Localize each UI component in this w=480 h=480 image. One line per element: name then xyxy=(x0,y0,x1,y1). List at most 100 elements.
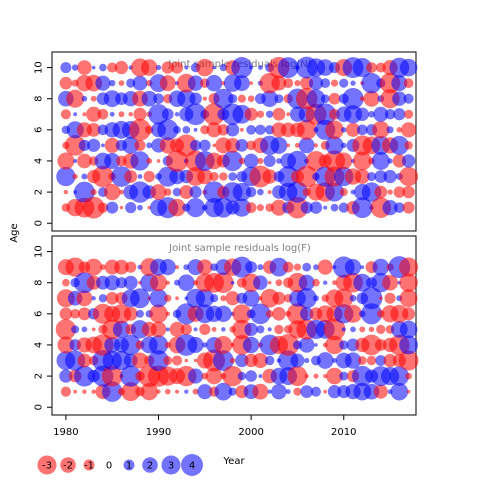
residual-bubble xyxy=(146,157,153,164)
residual-bubble xyxy=(325,136,344,155)
residual-bubble xyxy=(293,387,302,396)
residual-bubble xyxy=(390,304,409,323)
residual-bubble xyxy=(212,65,216,70)
residual-bubble xyxy=(335,152,353,170)
residual-bubble xyxy=(283,78,294,89)
residual-bubble xyxy=(114,60,129,75)
residual-bubble xyxy=(256,325,265,334)
residual-bubble xyxy=(230,280,235,285)
residual-bubble xyxy=(360,287,383,310)
residual-bubble xyxy=(134,139,146,151)
residual-bubble xyxy=(287,366,308,387)
legend-label: 0 xyxy=(106,461,112,472)
residual-bubble xyxy=(148,104,169,125)
residual-bubble xyxy=(123,275,138,290)
residual-bubble xyxy=(185,198,206,218)
residual-bubble xyxy=(344,352,362,369)
residual-bubble xyxy=(272,291,286,305)
residual-bubble xyxy=(206,122,222,138)
x-tick-label: 2000 xyxy=(238,427,263,438)
residual-bubble xyxy=(128,111,134,117)
residual-bubble xyxy=(383,353,397,368)
residual-bubble xyxy=(211,326,217,332)
residual-bubble xyxy=(276,158,282,164)
y-tick-label: 4 xyxy=(34,158,45,164)
residual-bubble xyxy=(350,326,356,333)
residual-bubble xyxy=(71,325,80,334)
residual-bubble xyxy=(339,340,349,350)
residual-bubble xyxy=(159,75,176,92)
residual-bubble xyxy=(232,198,251,217)
residual-bubble xyxy=(249,65,253,70)
y-tick-label: 2 xyxy=(34,373,45,379)
residual-bubble xyxy=(170,61,184,74)
residual-bubble xyxy=(92,165,114,188)
residual-bubble xyxy=(56,166,76,187)
residual-bubble xyxy=(81,95,88,102)
residual-bubble xyxy=(227,94,238,104)
residual-bubble xyxy=(82,112,87,117)
residual-bubble xyxy=(141,90,158,107)
residual-bubble xyxy=(225,123,240,137)
residual-bubble xyxy=(229,357,236,364)
legend-label: -3 xyxy=(42,461,52,472)
residual-bubble xyxy=(231,57,253,79)
residual-bubble xyxy=(215,305,232,323)
residual-bubble xyxy=(149,304,168,324)
residual-bubble xyxy=(366,62,377,73)
residual-bubble xyxy=(237,94,246,103)
panel-logF-bubbles xyxy=(55,256,419,402)
residual-bubble xyxy=(392,154,406,168)
residual-bubble xyxy=(341,327,346,332)
residual-bubble xyxy=(59,369,73,383)
residual-bubble xyxy=(228,387,237,396)
residual-bubble xyxy=(130,288,150,309)
residual-bubble xyxy=(72,173,78,180)
x-tick-label: 1990 xyxy=(146,427,171,438)
y-tick-label: 0 xyxy=(34,220,45,226)
residual-bubble xyxy=(298,337,315,353)
residual-bubble xyxy=(272,307,286,321)
residual-bubble xyxy=(184,103,207,126)
residual-bubble xyxy=(195,289,214,308)
residual-bubble xyxy=(171,355,183,366)
residual-bubble xyxy=(361,182,382,202)
residual-bubble xyxy=(313,264,319,271)
residual-bubble xyxy=(399,273,418,292)
residual-bubble xyxy=(282,261,294,273)
residual-bubble xyxy=(197,384,213,400)
panel-logF: Joint sample residuals log(F) 0 2 4 6 8 10 19… xyxy=(34,235,419,438)
residual-bubble xyxy=(325,120,344,140)
residual-bubble xyxy=(140,59,158,76)
residual-bubble xyxy=(136,309,144,318)
residual-bubble xyxy=(60,62,72,74)
residual-bubble xyxy=(70,309,80,319)
residual-bubble xyxy=(294,80,301,87)
residual-bubble xyxy=(245,261,258,274)
residual-bubble xyxy=(387,158,393,164)
residual-bubble xyxy=(267,389,272,394)
residual-bubble xyxy=(156,389,161,394)
residual-bubble xyxy=(393,186,406,198)
residual-bubble xyxy=(225,137,241,153)
residual-bubble xyxy=(316,352,334,369)
residual-bubble xyxy=(101,381,123,402)
residual-bubble xyxy=(384,109,396,120)
y-tick-label: 2 xyxy=(34,189,45,195)
residual-bubble xyxy=(98,294,108,303)
residual-bubble xyxy=(149,289,168,308)
residual-bubble xyxy=(361,72,382,94)
residual-bubble xyxy=(331,358,338,364)
residual-bubble xyxy=(300,307,314,321)
residual-bubble xyxy=(184,358,189,363)
residual-bubble xyxy=(339,78,349,88)
residual-bubble xyxy=(60,109,71,120)
residual-bubble xyxy=(107,62,118,73)
residual-bubble xyxy=(209,294,219,303)
residual-bubble xyxy=(269,257,289,277)
residual-bubble xyxy=(313,373,319,379)
residual-bubble xyxy=(81,173,88,180)
residual-bubble xyxy=(205,367,223,385)
residual-bubble xyxy=(252,352,268,369)
legend-bubble xyxy=(60,457,76,473)
